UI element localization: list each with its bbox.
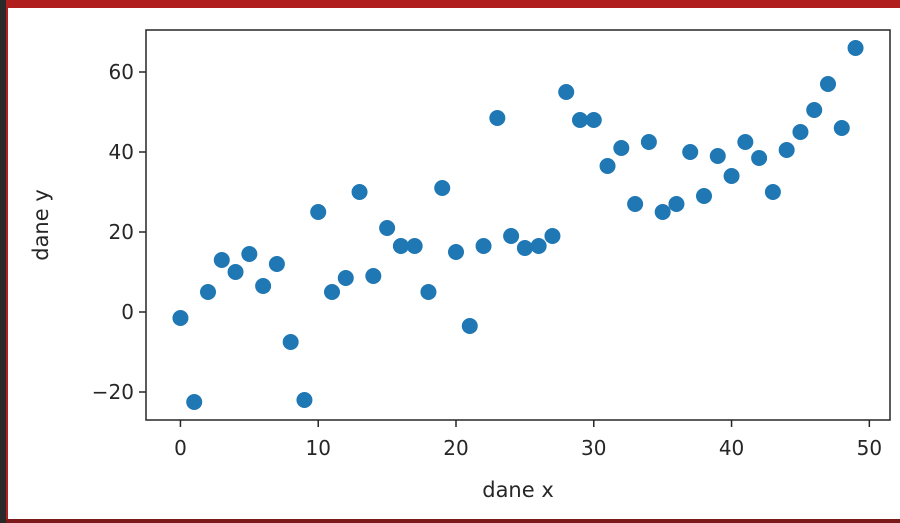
axes-frame: [145, 29, 891, 421]
data-point: [241, 246, 258, 262]
y-tick-label: 0: [121, 300, 134, 324]
x-axis-label: dane x: [482, 478, 554, 502]
data-point: [792, 124, 809, 140]
data-point: [847, 40, 864, 56]
data-point: [186, 394, 203, 410]
y-axis-ticks: −20 0 20 40 60: [92, 60, 146, 404]
data-point: [530, 238, 547, 254]
data-point: [172, 310, 189, 326]
data-point: [585, 112, 602, 128]
data-point: [806, 102, 823, 118]
data-point: [213, 252, 230, 268]
y-tick-label: −20: [92, 380, 134, 404]
data-point: [337, 270, 354, 286]
data-point: [764, 184, 781, 200]
x-tick-label: 30: [581, 436, 606, 460]
data-point: [778, 142, 795, 158]
data-point: [227, 264, 244, 280]
y-axis-label: dane y: [29, 189, 53, 261]
x-tick-label: 10: [305, 436, 330, 460]
x-tick-label: 0: [174, 436, 187, 460]
data-point: [516, 240, 533, 256]
data-point: [709, 148, 726, 164]
data-point: [833, 120, 850, 136]
y-tick-label: 60: [109, 60, 134, 84]
data-point: [296, 392, 313, 408]
data-point: [544, 228, 561, 244]
data-point: [324, 284, 340, 300]
data-point: [392, 238, 409, 254]
data-point: [448, 244, 464, 260]
data-point: [434, 180, 451, 196]
data-point: [640, 134, 657, 150]
data-point: [200, 284, 216, 300]
data-point: [599, 158, 616, 174]
data-point: [406, 238, 423, 254]
data-point: [737, 134, 754, 150]
data-point: [682, 144, 699, 160]
data-point: [696, 188, 712, 204]
data-point: [489, 110, 506, 126]
data-point: [503, 228, 520, 244]
window-edge: [0, 0, 6, 523]
x-tick-label: 50: [857, 436, 882, 460]
data-point: [654, 204, 671, 220]
data-point: [461, 318, 478, 334]
data-point: [282, 334, 299, 350]
data-point: [558, 84, 575, 100]
data-point: [820, 76, 836, 92]
data-point: [351, 184, 368, 200]
data-point: [627, 196, 644, 212]
y-tick-label: 20: [109, 220, 134, 244]
data-points: [172, 40, 864, 410]
data-point: [268, 256, 285, 272]
data-point: [379, 220, 396, 236]
data-point: [751, 150, 768, 166]
x-tick-label: 40: [719, 436, 744, 460]
data-point: [255, 278, 272, 294]
y-tick-label: 40: [109, 140, 134, 164]
x-axis-ticks: 0 10 20 30 40 50: [174, 420, 882, 460]
data-point: [668, 196, 685, 212]
data-point: [475, 238, 492, 254]
x-tick-label: 20: [443, 436, 468, 460]
data-point: [613, 140, 630, 156]
data-point: [572, 112, 588, 128]
data-point: [365, 268, 382, 284]
data-point: [723, 168, 740, 184]
data-point: [420, 284, 437, 300]
data-point: [310, 204, 327, 220]
